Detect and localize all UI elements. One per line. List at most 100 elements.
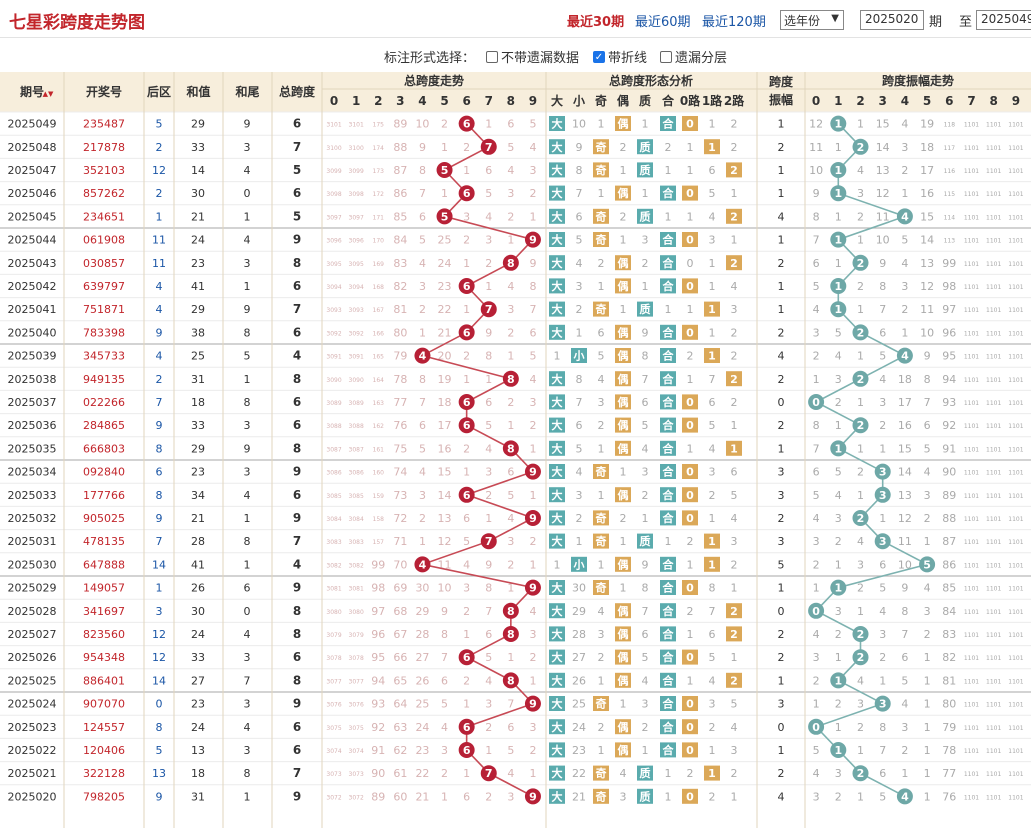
back-area-cell: 9 [156, 790, 163, 803]
form-cell: 0 [686, 489, 694, 502]
span-cell: 5 [293, 163, 301, 177]
checkbox-layered[interactable] [660, 50, 672, 63]
form-cell: 0 [686, 582, 694, 595]
span-ball-label: 7 [485, 303, 493, 316]
amp-ball-label: 1 [834, 118, 842, 131]
to-period-input[interactable]: 2025049 [976, 10, 1031, 30]
option-layered[interactable]: 遗漏分层 [660, 47, 727, 66]
span-ball-label: 6 [463, 118, 471, 131]
amp-omission-cell: 8 [879, 721, 886, 734]
span-omission-cell: 3085 [349, 493, 364, 500]
option-no-omission[interactable]: 不带遗漏数据 [486, 47, 579, 66]
range-120-link[interactable]: 最近120期 [702, 15, 766, 30]
form-marker [726, 603, 742, 619]
span-omission-cell: 3085 [326, 493, 341, 500]
span-digit-header-0: 0 [330, 94, 338, 108]
span-amp-cell: 1 [778, 118, 785, 131]
sum-tail-cell: 9 [244, 303, 251, 316]
span-omission-cell: 64 [393, 698, 407, 711]
form-cell: 奇 [596, 140, 607, 154]
form-marker [726, 255, 742, 271]
form-cell: 21 [572, 790, 586, 803]
span-cell: 9 [293, 465, 301, 479]
form-col-header-8: 2路 [724, 93, 745, 108]
form-marker [593, 765, 609, 781]
span-omission-cell: 3 [529, 628, 536, 641]
form-cell: 大 [552, 488, 563, 502]
amp-omission-cell: 14 [876, 141, 890, 154]
table-row: 2025041 751871 4 29 9 7 3093 3093 167 81 2 22 1 3 7 大 2 奇… [0, 297, 1031, 317]
span-omission-cell: 61 [393, 767, 407, 780]
amp-omission-cell: 2 [924, 512, 931, 525]
year-select[interactable]: 选年份 ▼ [780, 10, 844, 30]
form-cell: 2 [642, 257, 649, 270]
span-omission-cell: 3075 [326, 725, 341, 732]
period-cell: 2025022 [8, 744, 57, 757]
form-cell: 偶 [618, 650, 629, 664]
winning-number-cell: 666803 [83, 442, 125, 455]
winning-number-cell: 345733 [83, 350, 125, 363]
option-polyline[interactable]: ✓ 带折线 [593, 47, 647, 66]
amp-omission-cell: 1101 [986, 516, 1001, 523]
amp-omission-cell: 1101 [1008, 771, 1023, 778]
checkbox-no-omission[interactable] [486, 50, 498, 63]
form-cell: 1 [665, 210, 672, 223]
amp-omission-cell: 1101 [964, 539, 979, 546]
range-60-link[interactable]: 最近60期 [635, 15, 691, 30]
amp-omission-cell: 5 [879, 790, 886, 803]
option-no-omission-label: 不带遗漏数据 [501, 51, 580, 66]
form-cell: 大 [552, 441, 563, 455]
amp-omission-cell: 1 [857, 744, 864, 757]
span-omission-cell: 3076 [326, 702, 341, 709]
span-form-header: 总跨度形态分析 [609, 73, 693, 88]
span-omission-cell: 19 [438, 373, 452, 386]
span-digit-header-1: 1 [352, 94, 360, 108]
winning-number-cell: 120406 [83, 744, 125, 757]
span-omission-cell: 2 [485, 257, 492, 270]
form-cell: 5 [709, 651, 716, 664]
table-row: 2025024 907070 0 23 3 9 3076 3076 93 64 25 5 1 3 7 大 25 奇… [0, 691, 1031, 711]
amp-omission-cell: 3 [879, 396, 886, 409]
amp-omission-cell: 4 [813, 303, 820, 316]
form-marker [549, 603, 565, 619]
sum-cell: 25 [191, 350, 205, 363]
form-cell: 3 [642, 698, 649, 711]
span-amp-cell: 2 [778, 373, 785, 386]
span-omission-cell: 1 [507, 651, 514, 664]
sum-cell: 27 [191, 674, 205, 687]
span-omission-cell: 3091 [349, 354, 364, 361]
form-cell: 2 [730, 257, 738, 270]
amp-ball-label: 2 [857, 628, 865, 641]
form-marker [593, 533, 609, 549]
checkbox-polyline[interactable]: ✓ [593, 50, 605, 63]
span-amp-cell: 3 [778, 489, 785, 502]
form-marker [549, 440, 565, 456]
span-ball-label: 6 [463, 187, 471, 200]
amp-omission-cell: 1101 [986, 307, 1001, 314]
span-omission-cell: 5 [485, 419, 492, 432]
amp-ball-label: 3 [879, 489, 887, 502]
form-cell: 1 [598, 558, 605, 571]
back-area-cell: 1 [156, 210, 163, 223]
span-omission-cell: 2 [507, 396, 514, 409]
form-cell: 7 [642, 605, 649, 618]
span-omission-cell: 72 [393, 512, 407, 525]
form-cell: 0 [686, 234, 694, 247]
from-period-input[interactable]: 2025020 [860, 10, 924, 30]
period-cell: 2025031 [8, 535, 57, 548]
form-cell: 奇 [596, 697, 607, 711]
range-30-link[interactable]: 最近30期 [567, 15, 625, 30]
amp-omission-cell: 1101 [986, 609, 1001, 616]
sum-tail-cell: 8 [244, 396, 251, 409]
amp-ball-label: 4 [901, 790, 909, 803]
span-omission-cell: 4 [485, 210, 492, 223]
form-cell: 2 [642, 489, 649, 502]
span-omission-cell: 3077 [349, 678, 364, 685]
sum-tail-cell: 7 [244, 674, 251, 687]
amp-omission-cell: 1 [924, 651, 931, 664]
span-digit-header-4: 4 [418, 94, 426, 108]
form-cell: 1 [620, 582, 627, 595]
sum-tail-cell: 1 [244, 210, 251, 223]
form-marker [549, 232, 565, 247]
span-omission-cell: 1 [441, 141, 448, 154]
